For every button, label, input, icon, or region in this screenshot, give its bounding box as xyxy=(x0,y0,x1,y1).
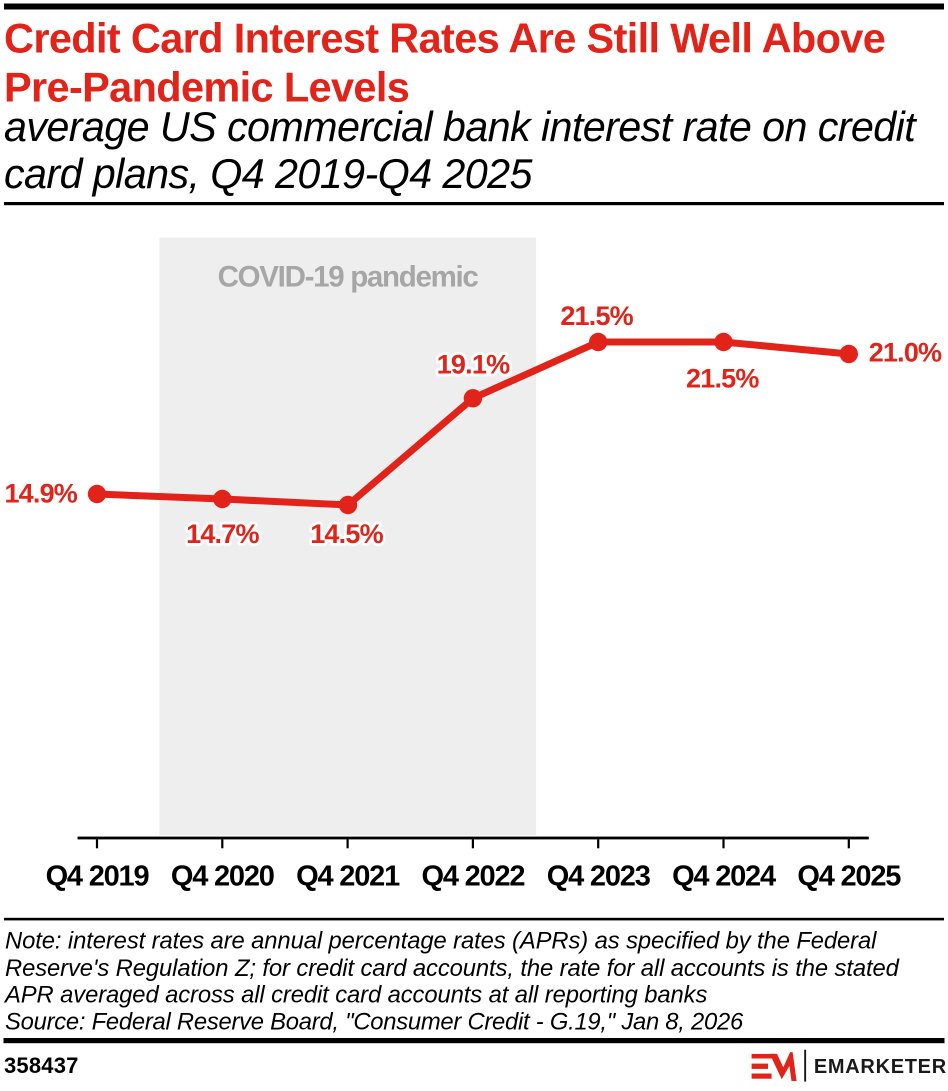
svg-text:Q4 2021: Q4 2021 xyxy=(296,861,400,893)
svg-text:APR averaged across all credit: APR averaged across all credit card acco… xyxy=(3,982,707,1009)
svg-text:14.5%: 14.5% xyxy=(310,519,383,549)
svg-text:Q4 2019: Q4 2019 xyxy=(46,861,150,893)
svg-text:Credit Card Interest Rates Are: Credit Card Interest Rates Are Still Wel… xyxy=(4,14,885,61)
svg-text:EMARKETER: EMARKETER xyxy=(814,1056,947,1078)
svg-text:Q4 2022: Q4 2022 xyxy=(421,861,524,893)
svg-text:Note: interest rates are annua: Note: interest rates are annual percenta… xyxy=(5,928,877,955)
svg-text:21.0%: 21.0% xyxy=(869,338,942,368)
svg-text:19.1%: 19.1% xyxy=(437,350,510,380)
svg-text:Source: Federal Reserve Board,: Source: Federal Reserve Board, "Consumer… xyxy=(5,1008,744,1035)
svg-text:Reserve's Regulation Z; for cr: Reserve's Regulation Z; for credit card … xyxy=(5,955,900,982)
svg-text:Q4 2023: Q4 2023 xyxy=(547,861,651,893)
svg-text:COVID-19 pandemic: COVID-19 pandemic xyxy=(218,260,479,293)
svg-text:card plans, Q4 2019-Q4 2025: card plans, Q4 2019-Q4 2025 xyxy=(4,151,534,197)
svg-text:Q4 2024: Q4 2024 xyxy=(672,861,776,893)
svg-text:14.7%: 14.7% xyxy=(186,519,259,549)
svg-text:358437: 358437 xyxy=(4,1053,79,1078)
svg-text:Q4 2025: Q4 2025 xyxy=(797,861,901,893)
svg-text:Q4 2020: Q4 2020 xyxy=(171,861,274,893)
svg-text:21.5%: 21.5% xyxy=(560,301,633,331)
svg-text:21.5%: 21.5% xyxy=(686,364,759,394)
svg-text:average US commercial bank int: average US commercial bank interest rate… xyxy=(4,104,917,150)
svg-text:Pre-Pandemic Levels: Pre-Pandemic Levels xyxy=(4,64,409,111)
svg-text:14.9%: 14.9% xyxy=(4,479,77,509)
